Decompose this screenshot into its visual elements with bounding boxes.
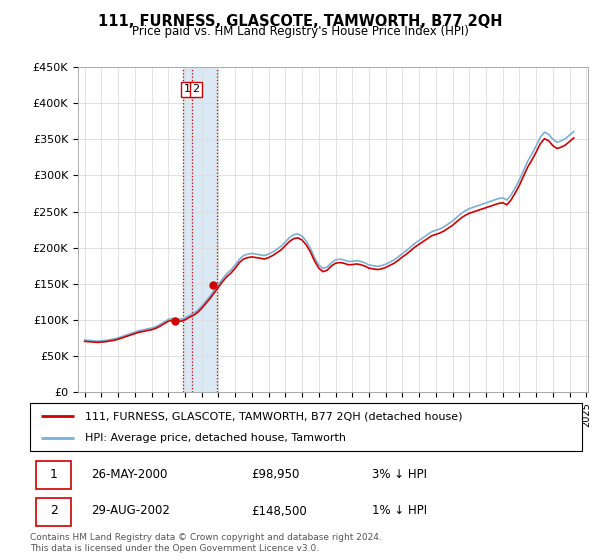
Text: HPI: Average price, detached house, Tamworth: HPI: Average price, detached house, Tamw… <box>85 433 346 443</box>
Text: 2: 2 <box>193 85 200 95</box>
Text: 1% ↓ HPI: 1% ↓ HPI <box>372 505 427 517</box>
Text: Price paid vs. HM Land Registry's House Price Index (HPI): Price paid vs. HM Land Registry's House … <box>131 25 469 38</box>
Text: 29-AUG-2002: 29-AUG-2002 <box>91 505 170 517</box>
Bar <box>35 461 71 489</box>
Text: Contains HM Land Registry data © Crown copyright and database right 2024.
This d: Contains HM Land Registry data © Crown c… <box>30 533 382 553</box>
Text: 2: 2 <box>50 505 58 517</box>
Text: 26-MAY-2000: 26-MAY-2000 <box>91 468 167 481</box>
Text: £148,500: £148,500 <box>251 505 307 517</box>
Bar <box>184 67 192 392</box>
Text: 111, FURNESS, GLASCOTE, TAMWORTH, B77 2QH: 111, FURNESS, GLASCOTE, TAMWORTH, B77 2Q… <box>98 14 502 29</box>
Text: 1: 1 <box>184 85 191 95</box>
Bar <box>35 498 71 525</box>
Text: 3% ↓ HPI: 3% ↓ HPI <box>372 468 427 481</box>
Text: 1: 1 <box>50 468 58 481</box>
Text: 111, FURNESS, GLASCOTE, TAMWORTH, B77 2QH (detached house): 111, FURNESS, GLASCOTE, TAMWORTH, B77 2Q… <box>85 411 463 421</box>
Text: £98,950: £98,950 <box>251 468 299 481</box>
Bar <box>192 67 217 392</box>
